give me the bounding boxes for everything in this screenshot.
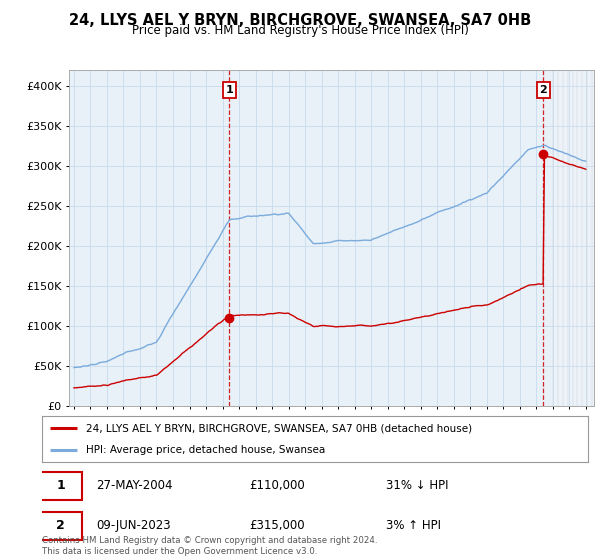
- Text: 09-JUN-2023: 09-JUN-2023: [97, 519, 171, 532]
- Text: £315,000: £315,000: [250, 519, 305, 532]
- Text: Contains HM Land Registry data © Crown copyright and database right 2024.
This d: Contains HM Land Registry data © Crown c…: [42, 536, 377, 556]
- Text: 1: 1: [226, 85, 233, 95]
- Text: 31% ↓ HPI: 31% ↓ HPI: [386, 479, 448, 492]
- Text: HPI: Average price, detached house, Swansea: HPI: Average price, detached house, Swan…: [86, 445, 325, 455]
- FancyBboxPatch shape: [39, 472, 82, 501]
- Text: 2: 2: [56, 519, 65, 532]
- Text: 1: 1: [56, 479, 65, 492]
- Text: £110,000: £110,000: [250, 479, 305, 492]
- FancyBboxPatch shape: [39, 512, 82, 540]
- Bar: [553, 70, 594, 406]
- Text: 24, LLYS AEL Y BRYN, BIRCHGROVE, SWANSEA, SA7 0HB (detached house): 24, LLYS AEL Y BRYN, BIRCHGROVE, SWANSEA…: [86, 423, 472, 433]
- Text: 3% ↑ HPI: 3% ↑ HPI: [386, 519, 441, 532]
- Text: Price paid vs. HM Land Registry's House Price Index (HPI): Price paid vs. HM Land Registry's House …: [131, 24, 469, 37]
- Text: 24, LLYS AEL Y BRYN, BIRCHGROVE, SWANSEA, SA7 0HB: 24, LLYS AEL Y BRYN, BIRCHGROVE, SWANSEA…: [69, 13, 531, 28]
- Text: 27-MAY-2004: 27-MAY-2004: [97, 479, 173, 492]
- Text: 2: 2: [539, 85, 547, 95]
